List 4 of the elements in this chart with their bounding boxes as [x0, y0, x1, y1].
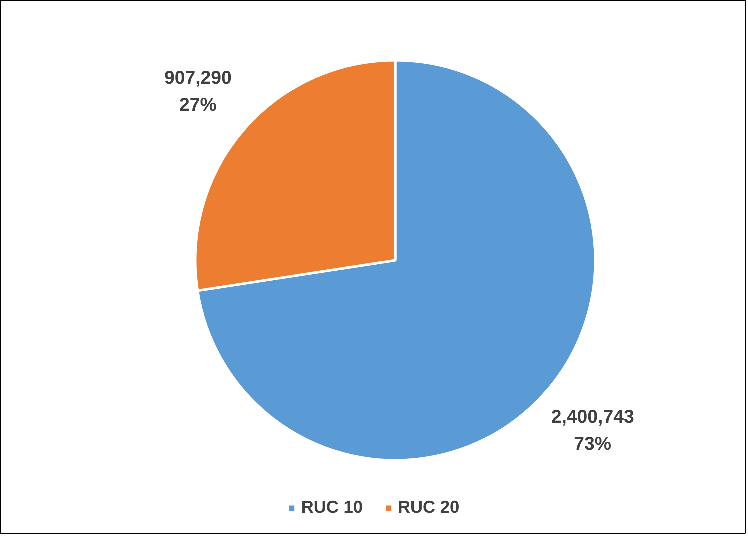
- legend-label: RUC 10: [301, 497, 363, 518]
- legend-label: RUC 20: [398, 497, 460, 518]
- data-label: 907,290 27%: [164, 67, 232, 116]
- data-label: 2,400,743 73%: [551, 406, 634, 454]
